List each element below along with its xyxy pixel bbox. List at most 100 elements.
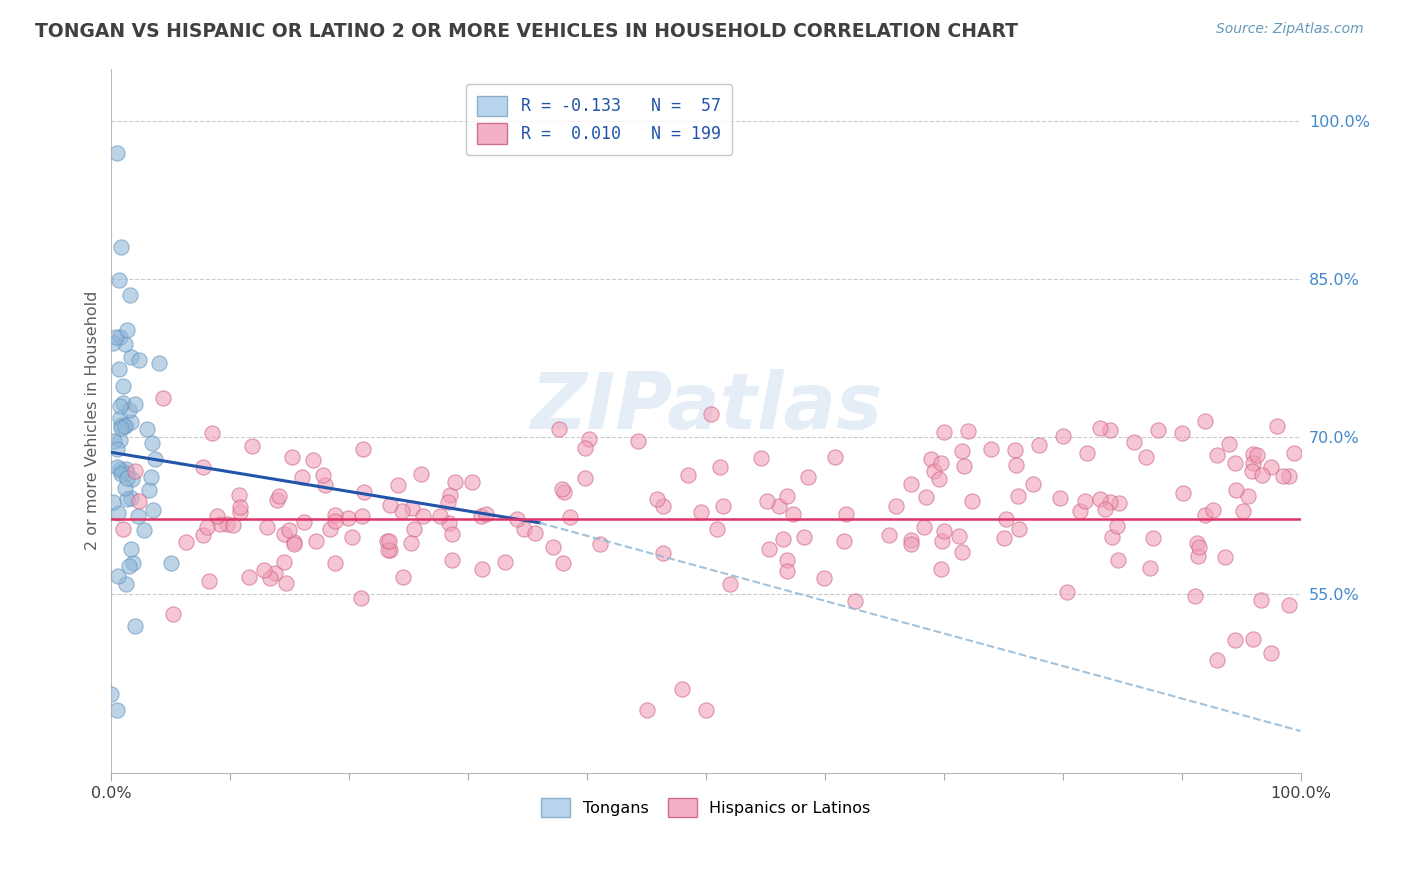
Point	[392, 570, 415, 584]
Point	[402, 522, 425, 536]
Point	[221, 517, 243, 532]
Point	[928, 472, 950, 486]
Point	[471, 562, 494, 576]
Point	[378, 498, 401, 512]
Point	[541, 540, 564, 554]
Point	[506, 512, 529, 526]
Point	[101, 335, 124, 350]
Point	[950, 444, 973, 458]
Point	[127, 508, 149, 523]
Point	[323, 508, 346, 522]
Point	[201, 426, 224, 441]
Point	[627, 434, 650, 449]
Point	[121, 556, 143, 570]
Point	[1099, 423, 1122, 437]
Point	[1187, 549, 1209, 564]
Point	[1073, 494, 1095, 508]
Point	[280, 450, 302, 465]
Point	[238, 570, 260, 584]
Point	[782, 507, 804, 521]
Point	[337, 511, 360, 525]
Point	[1028, 438, 1050, 452]
Point	[1088, 491, 1111, 506]
Point	[513, 522, 536, 536]
Point	[352, 509, 374, 524]
Point	[558, 509, 581, 524]
Point	[114, 462, 136, 476]
Point	[578, 432, 600, 446]
Point	[553, 485, 575, 500]
Point	[1237, 489, 1260, 503]
Point	[1184, 589, 1206, 603]
Point	[112, 396, 135, 410]
Point	[121, 471, 143, 485]
Point	[441, 553, 464, 567]
Point	[266, 493, 288, 508]
Point	[1052, 429, 1074, 443]
Point	[1108, 496, 1130, 510]
Point	[277, 523, 299, 537]
Point	[439, 488, 461, 502]
Point	[128, 493, 150, 508]
Point	[1241, 632, 1264, 646]
Point	[107, 506, 129, 520]
Point	[645, 492, 668, 507]
Point	[749, 451, 772, 466]
Point	[124, 464, 146, 478]
Point	[302, 453, 325, 467]
Point	[1004, 442, 1026, 457]
Point	[325, 514, 347, 528]
Point	[797, 470, 820, 484]
Point	[138, 483, 160, 497]
Point	[162, 607, 184, 622]
Point	[440, 526, 463, 541]
Point	[1021, 476, 1043, 491]
Point	[460, 475, 482, 489]
Point	[1147, 423, 1170, 437]
Point	[900, 476, 922, 491]
Point	[1241, 464, 1264, 478]
Point	[671, 681, 693, 696]
Point	[108, 361, 131, 376]
Point	[758, 541, 780, 556]
Point	[399, 536, 422, 550]
Point	[391, 504, 413, 518]
Point	[312, 468, 335, 483]
Point	[924, 464, 946, 478]
Point	[932, 524, 955, 539]
Point	[114, 576, 136, 591]
Point	[772, 532, 794, 546]
Point	[240, 438, 263, 452]
Point	[120, 287, 142, 301]
Point	[228, 488, 250, 502]
Point	[193, 528, 215, 542]
Point	[711, 500, 734, 514]
Point	[1202, 503, 1225, 517]
Point	[120, 491, 142, 505]
Point	[1107, 519, 1129, 533]
Point	[776, 564, 799, 578]
Point	[104, 330, 127, 344]
Point	[118, 403, 141, 417]
Point	[1098, 495, 1121, 509]
Point	[273, 555, 295, 569]
Point	[1056, 585, 1078, 599]
Point	[832, 534, 855, 549]
Point	[1246, 449, 1268, 463]
Point	[291, 469, 314, 483]
Point	[994, 512, 1017, 526]
Point	[350, 591, 373, 606]
Point	[160, 556, 183, 570]
Point	[195, 520, 218, 534]
Point	[776, 490, 799, 504]
Point	[1278, 598, 1301, 612]
Point	[636, 703, 658, 717]
Point	[142, 503, 165, 517]
Point	[690, 505, 713, 519]
Point	[1260, 646, 1282, 660]
Point	[993, 531, 1015, 545]
Point	[1225, 632, 1247, 647]
Point	[115, 323, 138, 337]
Point	[323, 556, 346, 570]
Point	[1142, 532, 1164, 546]
